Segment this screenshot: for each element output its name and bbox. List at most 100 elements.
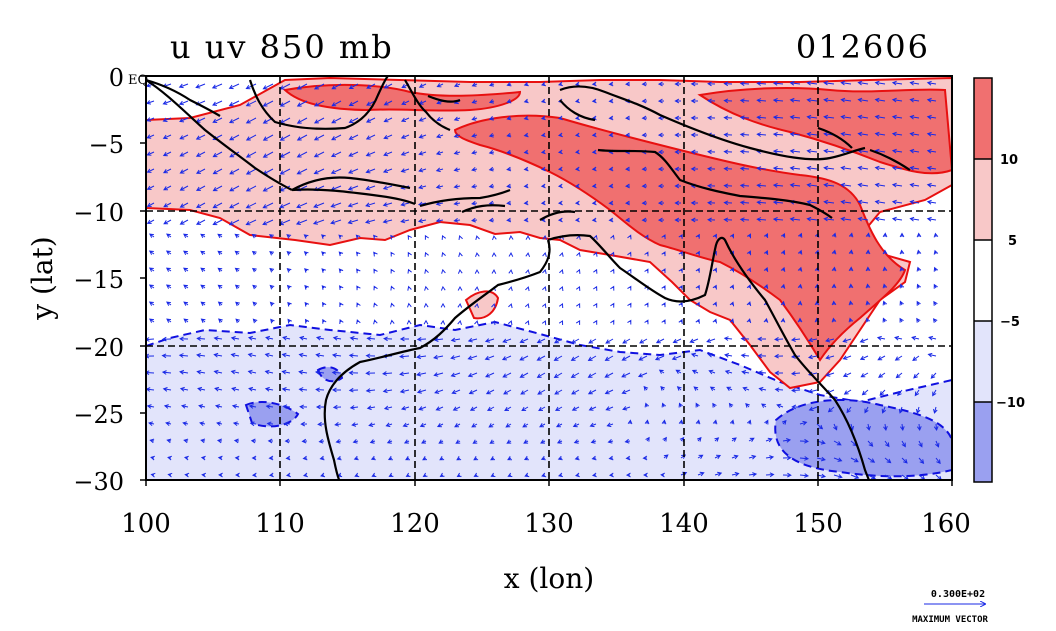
wind-vector-arrow	[678, 402, 683, 408]
wind-vector-arrow	[450, 355, 461, 360]
wind-vector-arrow	[474, 286, 480, 291]
wind-vector-arrow	[382, 185, 393, 190]
wind-vector-arrow	[162, 151, 172, 157]
wind-vector-arrow	[469, 406, 478, 411]
wind-vector-arrow	[723, 81, 733, 87]
wind-vector-arrow	[149, 318, 155, 323]
wind-vector-arrow	[365, 202, 376, 208]
wind-vector-arrow	[884, 457, 892, 464]
wind-vector-arrow	[165, 267, 172, 272]
wind-vector-arrow	[386, 439, 393, 444]
wind-vector-arrow	[245, 168, 257, 175]
wind-vector-arrow	[501, 355, 512, 361]
wind-vector-arrow	[182, 421, 189, 426]
wind-vector-arrow	[270, 318, 275, 324]
wind-vector-arrow	[707, 149, 716, 155]
wind-vector-arrow	[557, 183, 563, 189]
wind-vector-arrow	[911, 335, 920, 341]
wind-vector-arrow	[217, 250, 223, 256]
wind-vector-arrow	[780, 249, 786, 255]
wind-vector-arrow	[467, 355, 478, 360]
wind-vector-arrow	[554, 389, 563, 395]
wind-vector-arrow	[334, 422, 342, 427]
wind-vector-arrow	[365, 185, 376, 191]
wind-vector-arrow	[745, 403, 750, 408]
wind-vector-arrow	[229, 151, 240, 158]
wind-vector-arrow	[627, 319, 632, 325]
wind-vector-arrow	[268, 234, 274, 239]
wind-vector-arrow	[695, 284, 700, 290]
wind-vector-arrow	[451, 389, 461, 395]
wind-vector-arrow	[229, 185, 240, 192]
wind-vector-arrow	[840, 199, 852, 205]
wind-vector-arrow	[183, 284, 189, 290]
wind-vector-arrow	[739, 217, 750, 223]
wind-vector-arrow	[690, 98, 699, 104]
strong-negative-core-west	[244, 401, 300, 428]
wind-vector-arrow	[757, 336, 766, 342]
wind-vector-arrow	[657, 217, 665, 223]
wind-vector-arrow	[576, 268, 581, 274]
wind-vector-arrow	[723, 183, 733, 189]
wind-vector-arrow	[833, 440, 842, 446]
wind-vector-arrow	[373, 268, 378, 274]
wind-vector-arrow	[627, 268, 632, 274]
wind-vector-arrow	[214, 386, 223, 392]
wind-vector-arrow	[621, 389, 631, 395]
wind-vector-arrow	[756, 200, 767, 205]
wind-vector-arrow	[508, 269, 514, 274]
wind-vector-arrow	[453, 167, 461, 172]
wind-vector-arrow	[621, 355, 631, 361]
wind-vector-arrow	[604, 355, 614, 361]
wind-vector-arrow	[865, 249, 871, 255]
wind-vector-arrow	[823, 114, 835, 120]
wind-vector-arrow	[557, 81, 564, 87]
wind-vector-arrow	[507, 472, 513, 477]
wind-vector-arrow	[348, 353, 359, 358]
wind-vector-arrow	[882, 317, 887, 323]
wind-vector-arrow	[864, 406, 869, 414]
wind-vector-arrow	[763, 250, 769, 256]
wind-vector-arrow	[748, 472, 758, 477]
wind-vector-arrow	[690, 132, 699, 138]
wind-vector-arrow	[235, 472, 240, 478]
wind-vector-arrow	[799, 473, 810, 478]
wind-vector-arrow	[365, 134, 376, 140]
wind-vector-arrow	[266, 421, 274, 427]
wind-vector-arrow	[365, 151, 376, 157]
wind-vector-arrow	[657, 166, 665, 172]
wind-vector-arrow	[608, 132, 614, 138]
wind-vector-arrow	[286, 284, 292, 290]
wind-vector-arrow	[729, 419, 735, 425]
wind-vector-arrow	[507, 456, 513, 461]
wind-vector-arrow	[269, 301, 275, 307]
wind-vector-arrow	[213, 336, 223, 341]
wind-vector-arrow	[468, 389, 478, 395]
wind-vector-arrow	[373, 319, 378, 325]
wind-vector-arrow	[524, 472, 530, 478]
wind-vector-arrow	[166, 233, 172, 238]
wind-vector-arrow	[383, 134, 393, 140]
wind-vector-arrow	[645, 436, 650, 442]
wind-vector-arrow	[523, 200, 529, 206]
wind-vector-arrow	[690, 166, 699, 172]
wind-vector-arrow	[338, 234, 344, 240]
wind-vector-arrow	[857, 80, 869, 86]
wind-vector-arrow	[348, 387, 359, 393]
wind-vector-arrow	[935, 440, 940, 448]
wind-vector-arrow	[557, 132, 563, 138]
wind-vector-arrow	[678, 318, 683, 324]
wind-vector-arrow	[712, 402, 717, 408]
wind-vector-arrow	[382, 168, 393, 173]
wind-vector-arrow	[301, 438, 308, 444]
wind-vector-arrow	[593, 234, 598, 240]
wind-vector-arrow	[867, 474, 876, 480]
wind-vector-arrow	[347, 202, 359, 208]
wind-vector-arrow	[540, 166, 546, 172]
wind-vector-arrow	[382, 202, 393, 207]
wind-vector-arrow	[848, 266, 854, 272]
wind-vector-arrow	[150, 455, 156, 461]
wind-vector-arrow	[660, 472, 666, 478]
wind-vector-arrow	[146, 404, 155, 409]
wind-vector-arrow	[739, 200, 750, 206]
